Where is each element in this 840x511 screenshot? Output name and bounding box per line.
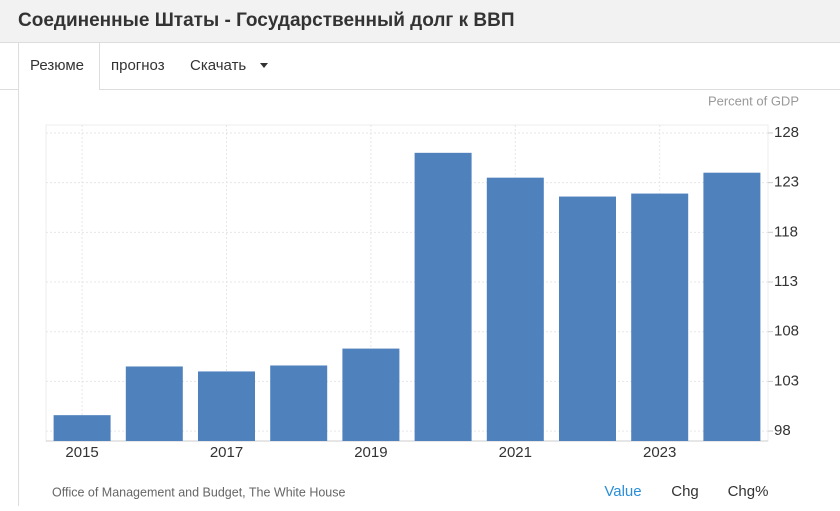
bar [198,371,255,441]
bar [631,193,689,441]
bar [270,365,328,441]
bar [342,348,400,441]
bar [703,172,761,441]
dropdown-caret[interactable] [260,63,268,68]
bar [486,177,544,441]
tab[interactable]: Резюме [30,57,84,74]
y-tick-label: 123 [774,174,799,191]
tab[interactable]: Скачать [190,57,246,74]
x-tick-label: 2021 [499,444,532,461]
bar [559,196,616,441]
page-title: Соединенные Штаты - Государственный долг… [18,10,515,31]
bar [125,366,183,441]
y-tick-label: 118 [774,223,798,240]
view-button[interactable]: Chg% [728,483,769,500]
active-tab[interactable] [18,42,100,91]
x-tick-label: 2015 [65,444,98,461]
active-tab-gap [19,88,99,91]
y-tick-label: 128 [774,124,799,141]
plot: 98 103 108 113 118 123 128 2015 2017 2019 2021 2023 [45,124,799,461]
y-tick-label: 108 [774,323,799,340]
bar [414,152,472,441]
header-bar [0,0,840,42]
x-tick-label: 2017 [210,444,243,461]
view-button[interactable]: Chg [671,483,699,500]
tab[interactable]: прогноз [111,57,165,74]
source: Office of Management and Budget, The Whi… [52,485,346,499]
y-tick-label: 98 [774,422,791,439]
bar [53,415,111,441]
view-button[interactable]: Value [604,483,641,500]
y-tick-label: 113 [774,273,798,290]
x-tick-label: 2019 [354,444,387,461]
unit-label: Percent of GDP [708,93,799,108]
x-tick-label: 2023 [643,444,676,461]
y-tick-label: 103 [774,372,799,389]
